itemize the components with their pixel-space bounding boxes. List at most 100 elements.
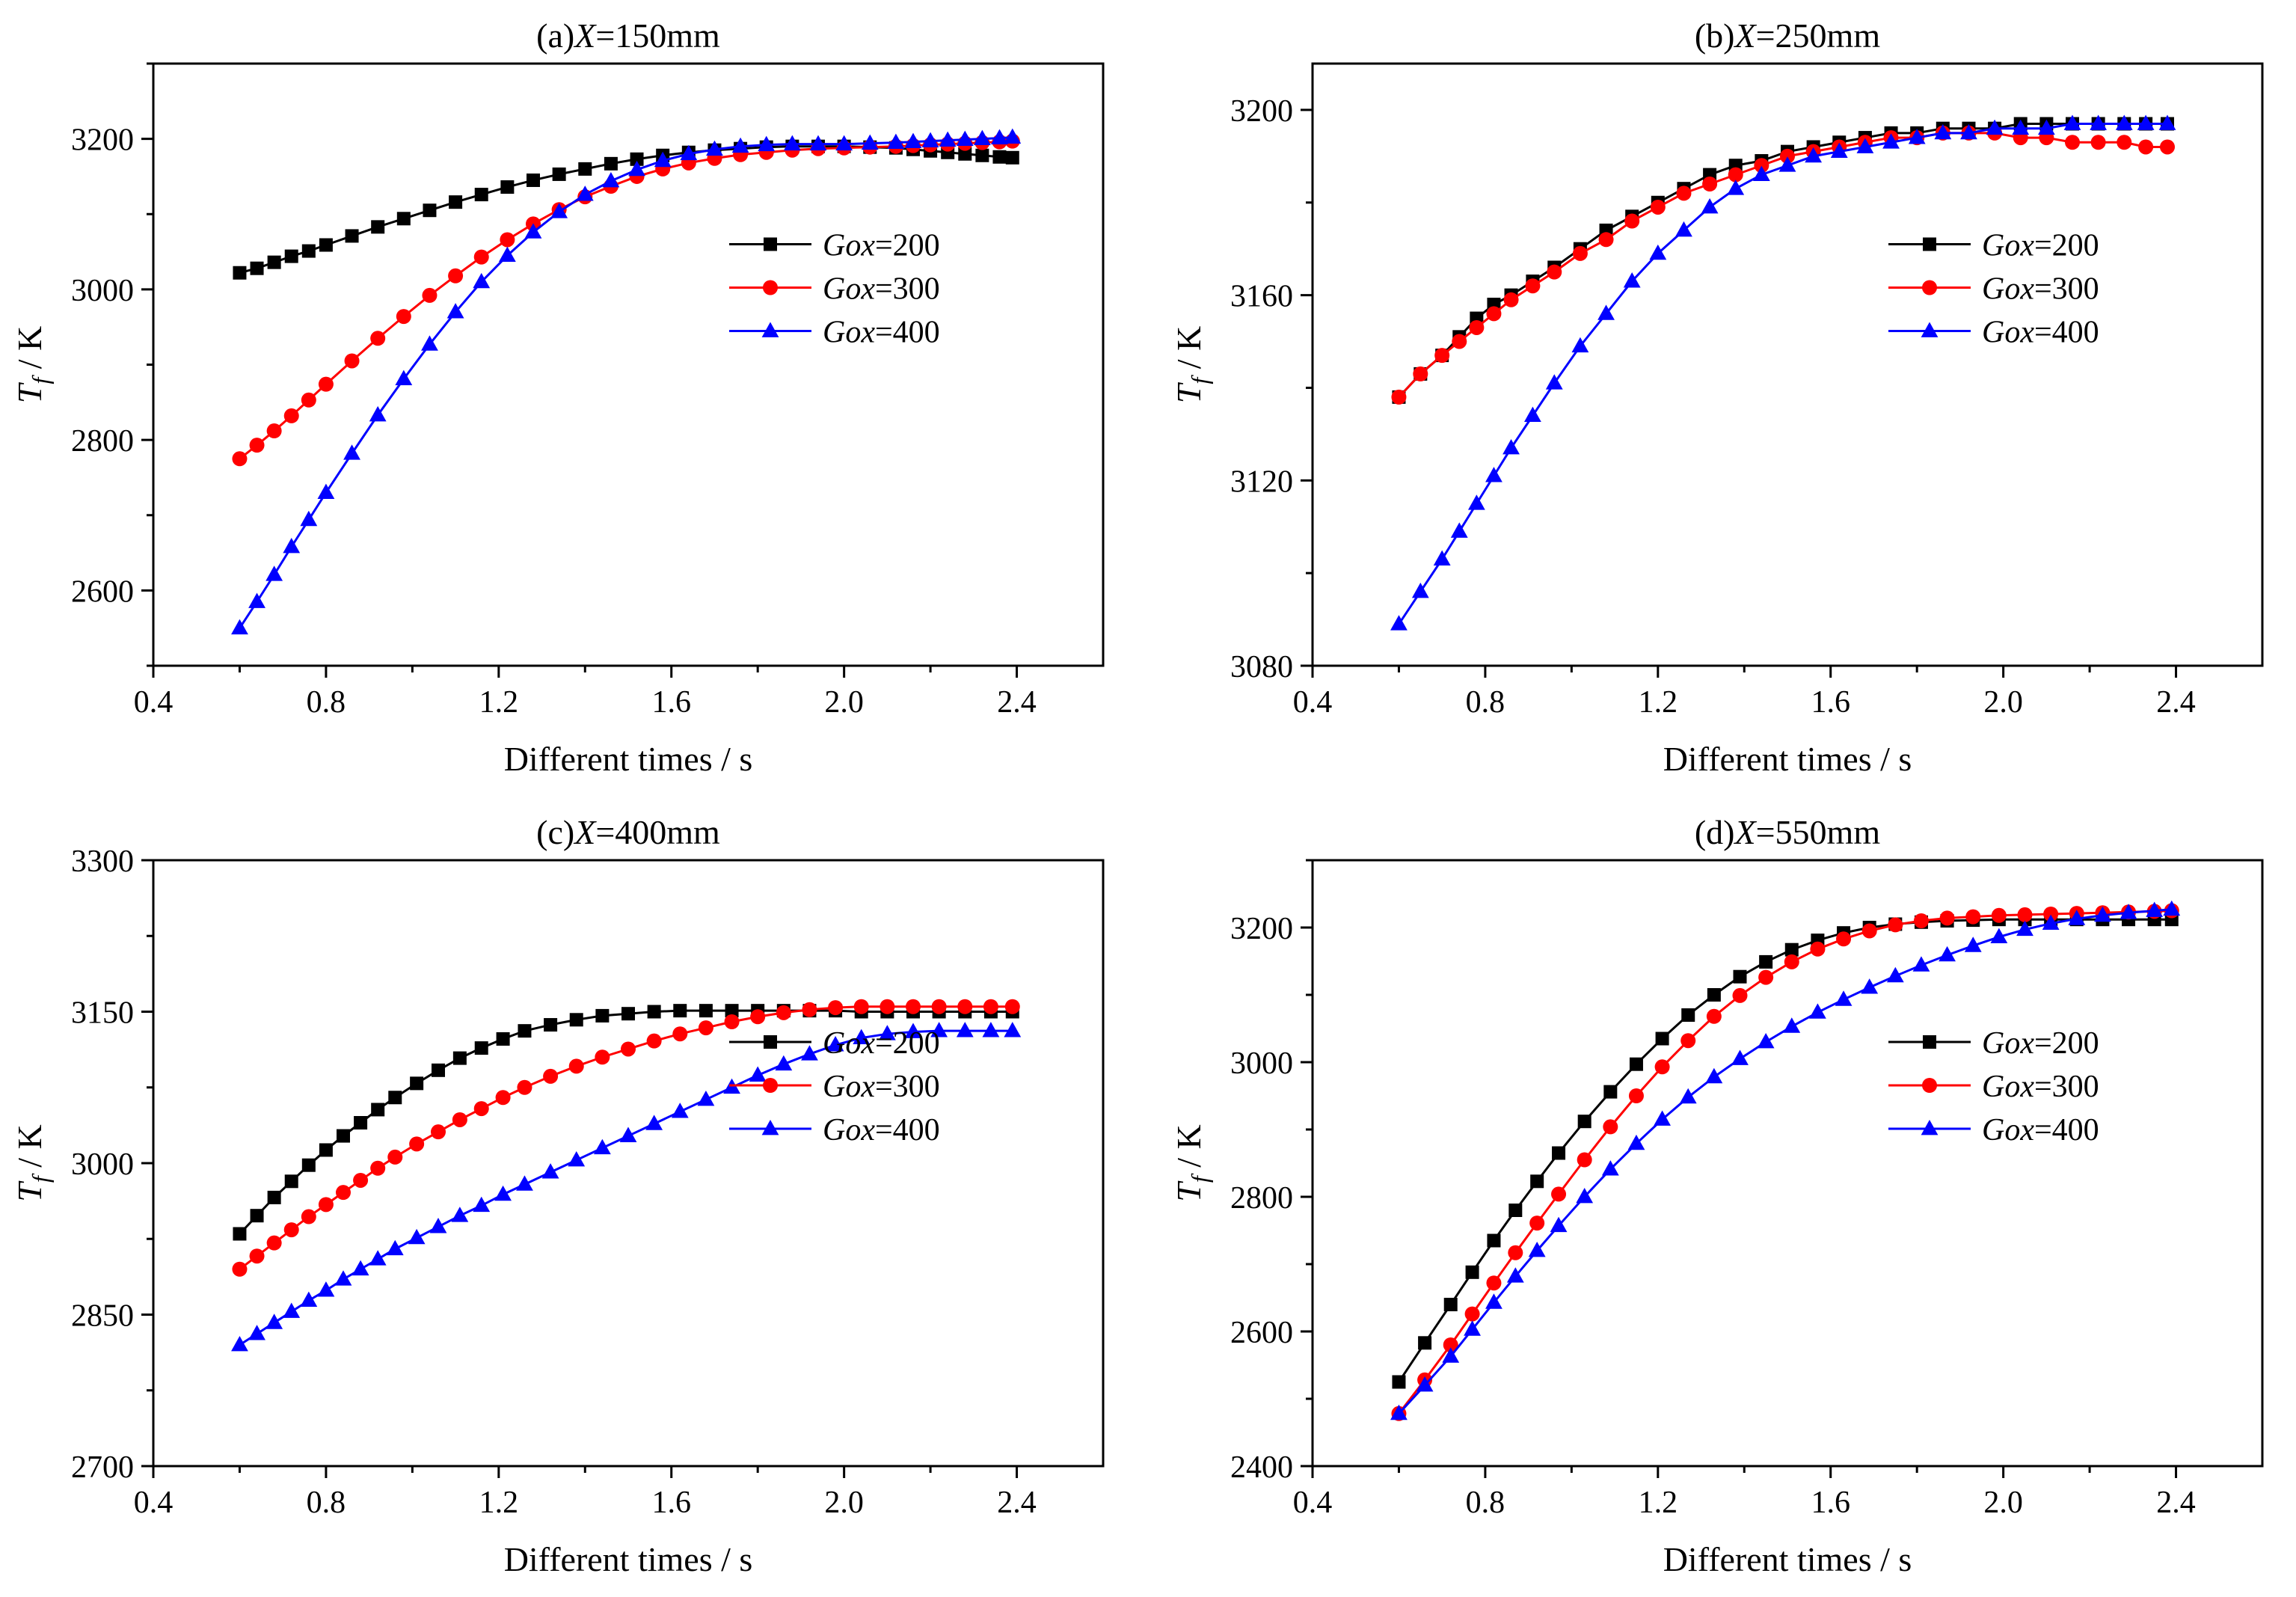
data-point [758, 135, 776, 152]
data-point [647, 1005, 661, 1019]
data-point [1705, 1067, 1723, 1084]
panel-title: (a)X=150mm [536, 16, 720, 55]
data-point [602, 171, 620, 188]
data-point [248, 1325, 265, 1340]
data-point [249, 438, 265, 453]
data-point [1675, 221, 1692, 237]
data-point [828, 1000, 844, 1016]
data-point [446, 303, 464, 319]
data-point [1391, 389, 1407, 405]
data-point [249, 1248, 265, 1264]
data-point [1624, 213, 1640, 229]
x-axis-title: Different times / s [1663, 1540, 1912, 1578]
data-point [568, 1058, 584, 1074]
data-point [1486, 1275, 1502, 1291]
series-line-400 [1398, 908, 2172, 1414]
data-point [1572, 245, 1588, 261]
data-point [1004, 128, 1022, 144]
data-point [931, 999, 947, 1014]
data-point [2117, 135, 2132, 150]
panel-title: (b)X=250mm [1695, 16, 1880, 55]
y-tick-label: 3000 [71, 274, 134, 308]
data-point [809, 135, 827, 151]
legend-label-var: Gox [823, 316, 875, 350]
data-point [386, 1239, 404, 1256]
data-point [500, 180, 515, 194]
data-point [388, 1091, 402, 1105]
x-tick-label: 0.4 [1293, 685, 1333, 720]
data-point [776, 1005, 791, 1020]
data-point [1450, 522, 1468, 538]
data-point [956, 1022, 974, 1037]
legend-label-var: Gox [823, 229, 875, 263]
series-markers-400 [1390, 900, 2181, 1420]
data-point [1552, 1146, 1566, 1160]
legend-label-var: Gox [1982, 316, 2034, 350]
data-point [1835, 990, 1853, 1006]
data-point [301, 1158, 316, 1172]
x-tick-label: 1.2 [1639, 1486, 1678, 1520]
y-tick-label: 3200 [71, 123, 134, 158]
data-point [474, 1041, 488, 1055]
x-tick-label: 2.4 [2156, 1486, 2196, 1520]
data-point [578, 162, 592, 176]
data-point [1623, 272, 1641, 288]
data-point [496, 1032, 510, 1046]
legend-label: Gox=200 [823, 1026, 940, 1061]
series-markers-400 [231, 128, 1022, 635]
data-point [973, 129, 991, 146]
x-tick-label: 2.4 [997, 1486, 1037, 1520]
data-point [1502, 438, 1520, 455]
data-point [267, 1190, 281, 1204]
legend-label-suffix: =400 [875, 316, 940, 350]
data-point [552, 167, 566, 181]
data-point [354, 1116, 368, 1129]
data-point [267, 255, 281, 269]
x-tick-label: 1.6 [651, 1486, 691, 1520]
data-point [1861, 923, 1877, 939]
data-point [1469, 319, 1485, 335]
legend-label: Gox=400 [823, 316, 940, 350]
legend-label-var: Gox [1982, 229, 2034, 263]
data-point [731, 137, 749, 153]
panel-title-var: X [1734, 16, 1758, 55]
y-tick-label: 2700 [71, 1450, 134, 1485]
chart-panel-1: 0.4 0.8 1.2 1.6 2.0 2.4 2600 2800 3000 3200 (a)X=1… [10, 16, 1105, 778]
data-point [1886, 966, 1904, 983]
data-point [654, 151, 672, 168]
panel-title-suffix: =550mm [1756, 813, 1881, 851]
data-point [1960, 123, 1977, 140]
data-point [1508, 1245, 1523, 1260]
series-line-400 [1398, 123, 2167, 625]
y-axis-title-unit: / K [10, 1124, 49, 1176]
x-tick-label: 0.8 [307, 1486, 346, 1520]
data-point [318, 1197, 334, 1213]
data-point [2115, 114, 2133, 130]
data-point [1707, 988, 1721, 1002]
data-point [698, 1020, 713, 1036]
y-tick-label: 3200 [1230, 94, 1293, 129]
y-axis-title: Tf / K [10, 1124, 54, 1201]
data-point [344, 353, 360, 369]
data-point [2158, 114, 2176, 130]
y-tick-label: 2800 [1230, 1181, 1293, 1216]
data-point [1629, 1057, 1643, 1071]
data-point [1004, 1022, 1022, 1037]
data-point [1433, 550, 1451, 565]
data-point [265, 565, 283, 581]
y-tick-label: 2800 [71, 424, 134, 459]
legend-label-suffix: =400 [2034, 1113, 2099, 1147]
data-point [1986, 119, 2004, 135]
legend-label-suffix: =200 [875, 229, 940, 263]
data-point [724, 1014, 740, 1029]
y-axis-title-unit: / K [10, 326, 49, 378]
data-point [2042, 914, 2060, 930]
data-point [300, 510, 318, 527]
data-point [725, 1004, 739, 1018]
legend-label-var: Gox [1982, 272, 2034, 307]
data-point [645, 1115, 663, 1130]
legend-label-suffix: =200 [875, 1026, 940, 1061]
data-point [1990, 928, 2008, 943]
